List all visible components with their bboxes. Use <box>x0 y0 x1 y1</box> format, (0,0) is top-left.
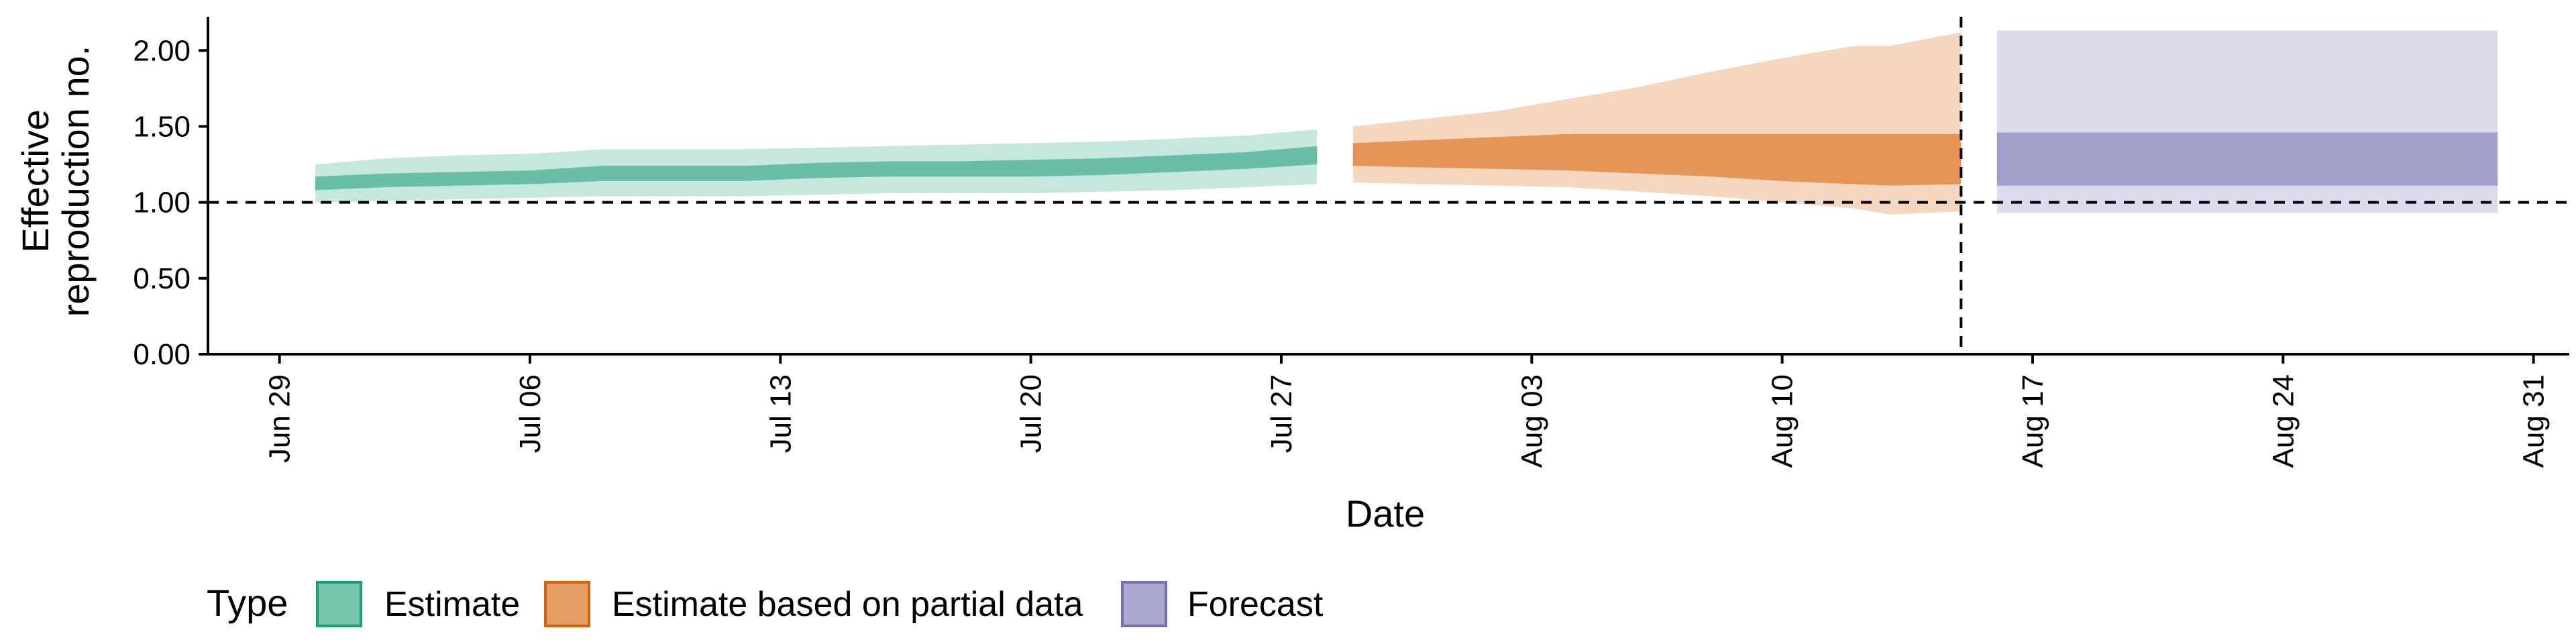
legend-key-estimate <box>316 581 362 627</box>
x-tick-label: Jul 27 <box>1265 374 1298 453</box>
ribbon-inner-estimate <box>315 146 1318 191</box>
x-tick-label: Jul 20 <box>1015 374 1048 453</box>
x-tick-label: Aug 03 <box>1515 374 1548 468</box>
x-tick-label: Aug 31 <box>2518 374 2551 468</box>
ribbon-inner-forecast <box>1996 132 2498 186</box>
x-tick-label: Jul 13 <box>764 374 797 453</box>
x-tick-label: Jul 06 <box>514 374 547 453</box>
x-tick-label: Aug 17 <box>2017 374 2049 468</box>
y-axis-title-line-1: Effective <box>14 109 56 253</box>
x-tick-label: Jun 29 <box>264 374 297 463</box>
x-tick-label: Aug 10 <box>1766 374 1799 468</box>
ribbon-outer-forecast <box>1996 30 2498 213</box>
ribbon-inner-estimate-based-on-partial-data <box>1352 133 1962 186</box>
y-tick-label: 1.00 <box>133 186 191 219</box>
axes: 0.00 0.50 1.00 1.50 2.00 Jun 29 Jul 06 Jul 13 Ju… <box>133 17 2569 468</box>
y-tick-label: 2.00 <box>133 34 191 67</box>
ribbon-outer-estimate-based-on-partial-data <box>1352 32 1962 215</box>
y-tick-label: 0.50 <box>133 262 191 295</box>
legend: Type Estimate Estimate based on partial … <box>207 581 1324 627</box>
legend-key-forecast <box>1121 581 1167 627</box>
y-tick-label: 0.00 <box>133 338 191 371</box>
y-tick-label: 1.50 <box>133 110 191 143</box>
legend-key-partial <box>544 581 590 627</box>
y-axis-title-line-2: reproduction no. <box>54 46 97 317</box>
legend-title: Type <box>207 582 288 624</box>
legend-label-forecast: Forecast <box>1187 585 1324 624</box>
plot-area <box>208 17 2569 354</box>
legend-label-partial: Estimate based on partial data <box>612 585 1083 624</box>
x-axis-title: Date <box>1346 492 1425 535</box>
legend-label-estimate: Estimate <box>384 585 520 624</box>
x-tick-label: Aug 24 <box>2267 374 2300 468</box>
